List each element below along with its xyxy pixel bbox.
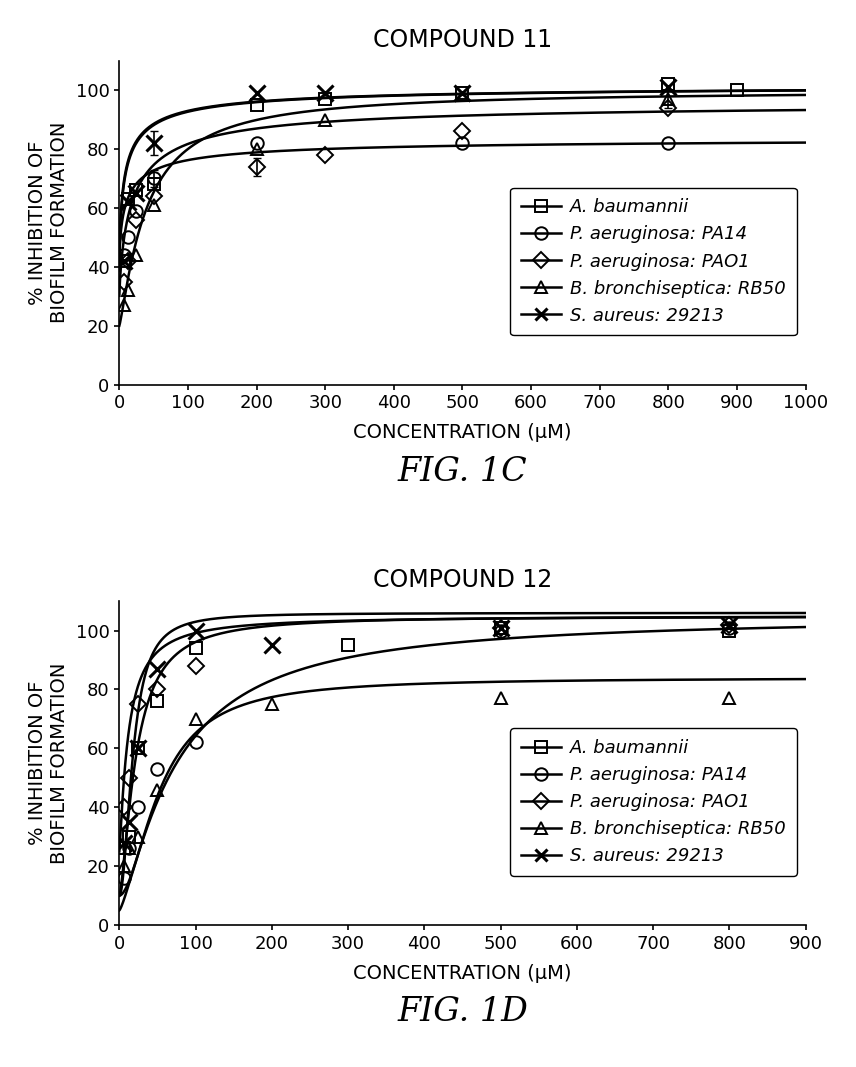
X-axis label: CONCENTRATION (μM): CONCENTRATION (μM) (354, 424, 572, 443)
Text: FIG. 1D: FIG. 1D (397, 997, 528, 1029)
X-axis label: CONCENTRATION (μM): CONCENTRATION (μM) (354, 964, 572, 983)
Title: COMPOUND 11: COMPOUND 11 (373, 28, 552, 52)
Legend: A. baumannii, P. aeruginosa: PA14, P. aeruginosa: PAO1, B. bronchiseptica: RB50,: A. baumannii, P. aeruginosa: PA14, P. ae… (510, 728, 797, 876)
Y-axis label: % INHIBITION OF
BIOFILM FORMATION: % INHIBITION OF BIOFILM FORMATION (27, 663, 68, 864)
Y-axis label: % INHIBITION OF
BIOFILM FORMATION: % INHIBITION OF BIOFILM FORMATION (27, 122, 68, 323)
Title: COMPOUND 12: COMPOUND 12 (373, 569, 552, 592)
Legend: A. baumannii, P. aeruginosa: PA14, P. aeruginosa: PAO1, B. bronchiseptica: RB50,: A. baumannii, P. aeruginosa: PA14, P. ae… (510, 188, 797, 335)
Text: FIG. 1C: FIG. 1C (398, 456, 527, 488)
